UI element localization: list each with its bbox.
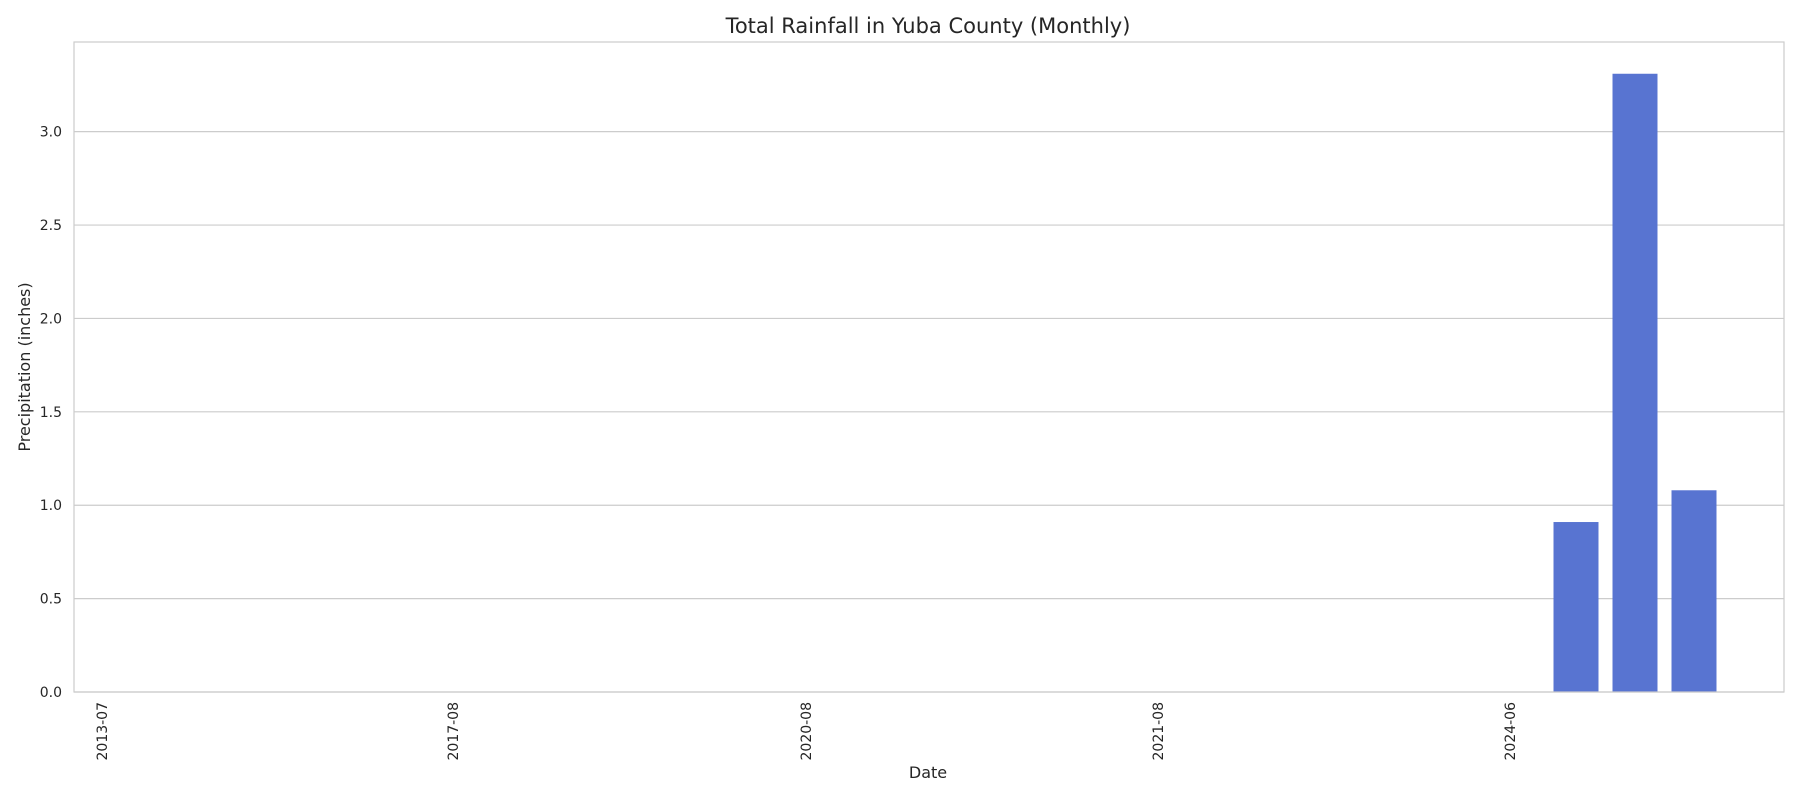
x-tick-label: 2021-08: [1151, 702, 1167, 761]
bar: [1612, 73, 1658, 693]
y-tick-labels: 0.0 0.5 1.0 1.5 2.0 2.5 3.0: [40, 125, 62, 701]
bars: [1553, 73, 1717, 693]
x-tick-label: 2017-08: [446, 702, 462, 761]
y-tick-label: 3.0: [40, 125, 62, 141]
y-tick-label: 2.0: [40, 311, 62, 327]
chart-title: Total Rainfall in Yuba County (Monthly): [725, 14, 1131, 38]
x-tick-label: 2024-06: [1503, 702, 1519, 761]
x-tick-label: 2020-08: [799, 702, 815, 761]
x-tick-labels: 2013-07 2017-08 2020-08 2021-08 2024-06: [95, 702, 1519, 761]
y-tick-label: 1.5: [40, 405, 62, 421]
plot-frame: [73, 41, 1785, 693]
y-gridlines: [74, 131, 1784, 693]
bar: [1671, 490, 1717, 692]
y-tick-label: 0.0: [40, 685, 62, 701]
y-axis-label: Precipitation (inches): [15, 282, 34, 451]
x-axis-label: Date: [909, 763, 947, 782]
y-tick-label: 0.5: [40, 592, 62, 608]
x-tick-label: 2013-07: [95, 702, 111, 761]
y-tick-label: 1.0: [40, 498, 62, 514]
y-tick-label: 2.5: [40, 218, 62, 234]
bar: [1553, 522, 1599, 692]
